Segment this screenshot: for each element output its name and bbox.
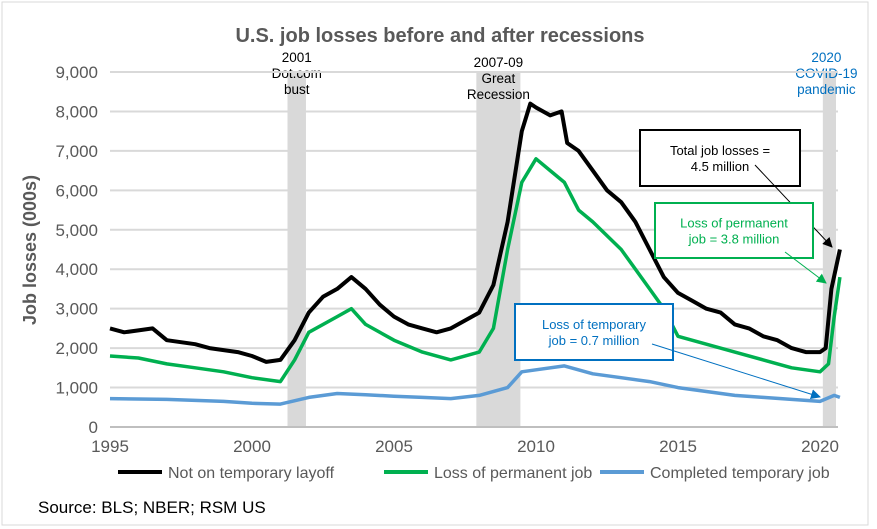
series-line (109, 157, 842, 384)
y-tick-label: 7,000 (55, 142, 98, 161)
x-tick-label: 2005 (375, 437, 413, 456)
recession-label: Recession (467, 87, 530, 102)
recession-label: bust (284, 82, 310, 97)
x-tick-label: 2010 (517, 437, 555, 456)
y-axis-label: Job losses (000s) (20, 175, 40, 325)
y-tick-label: 8,000 (55, 102, 98, 121)
legend-label: Not on temporary layoff (168, 465, 335, 482)
y-tick-label: 9,000 (55, 63, 98, 82)
annotation-text: Loss of temporary (542, 317, 647, 332)
recession-label: Great (481, 71, 515, 86)
x-tick-label: 1995 (91, 437, 129, 456)
x-tick-label: 2015 (659, 437, 697, 456)
x-tick-label: 2000 (233, 437, 271, 456)
legend-label: Completed temporary job (650, 465, 830, 482)
series-line (109, 101, 842, 364)
chart-title: U.S. job losses before and after recessi… (235, 25, 644, 47)
annotation-arrow (651, 343, 821, 400)
recession-label: COVID-19 (795, 66, 857, 81)
y-tick-label: 6,000 (55, 181, 98, 200)
annotation-arrow (784, 251, 827, 284)
recession-band (476, 72, 521, 427)
annotation-text: 4.5 million (691, 159, 750, 174)
annotation-text: Total job losses = (670, 143, 770, 158)
recession-label: 2001 (282, 50, 312, 65)
y-tick-label: 1,000 (55, 379, 98, 398)
recession-label: Dot.com (272, 66, 322, 81)
y-tick-label: 2,000 (55, 339, 98, 358)
annotation-text: job = 0.7 million (548, 333, 640, 348)
recession-label: 2007-09 (474, 55, 524, 70)
recession-band (822, 72, 836, 427)
annotation-text: Loss of permanent (680, 216, 788, 231)
y-tick-label: 5,000 (55, 221, 98, 240)
recession-label: pandemic (797, 82, 856, 97)
annotation-box (514, 303, 674, 361)
y-tick-label: 4,000 (55, 260, 98, 279)
recession-label: 2020 (811, 50, 841, 65)
annotation-text: job = 3.8 million (688, 232, 780, 247)
y-tick-label: 3,000 (55, 300, 98, 319)
source-note: Source: BLS; NBER; RSM US (38, 498, 266, 517)
legend-label: Loss of permanent job (434, 465, 592, 482)
x-tick-label: 2020 (801, 437, 839, 456)
y-tick-label: 0 (89, 418, 98, 437)
recession-band (287, 72, 306, 427)
annotation-box (654, 202, 814, 259)
series-line (109, 364, 841, 406)
annotation-box (639, 129, 801, 187)
